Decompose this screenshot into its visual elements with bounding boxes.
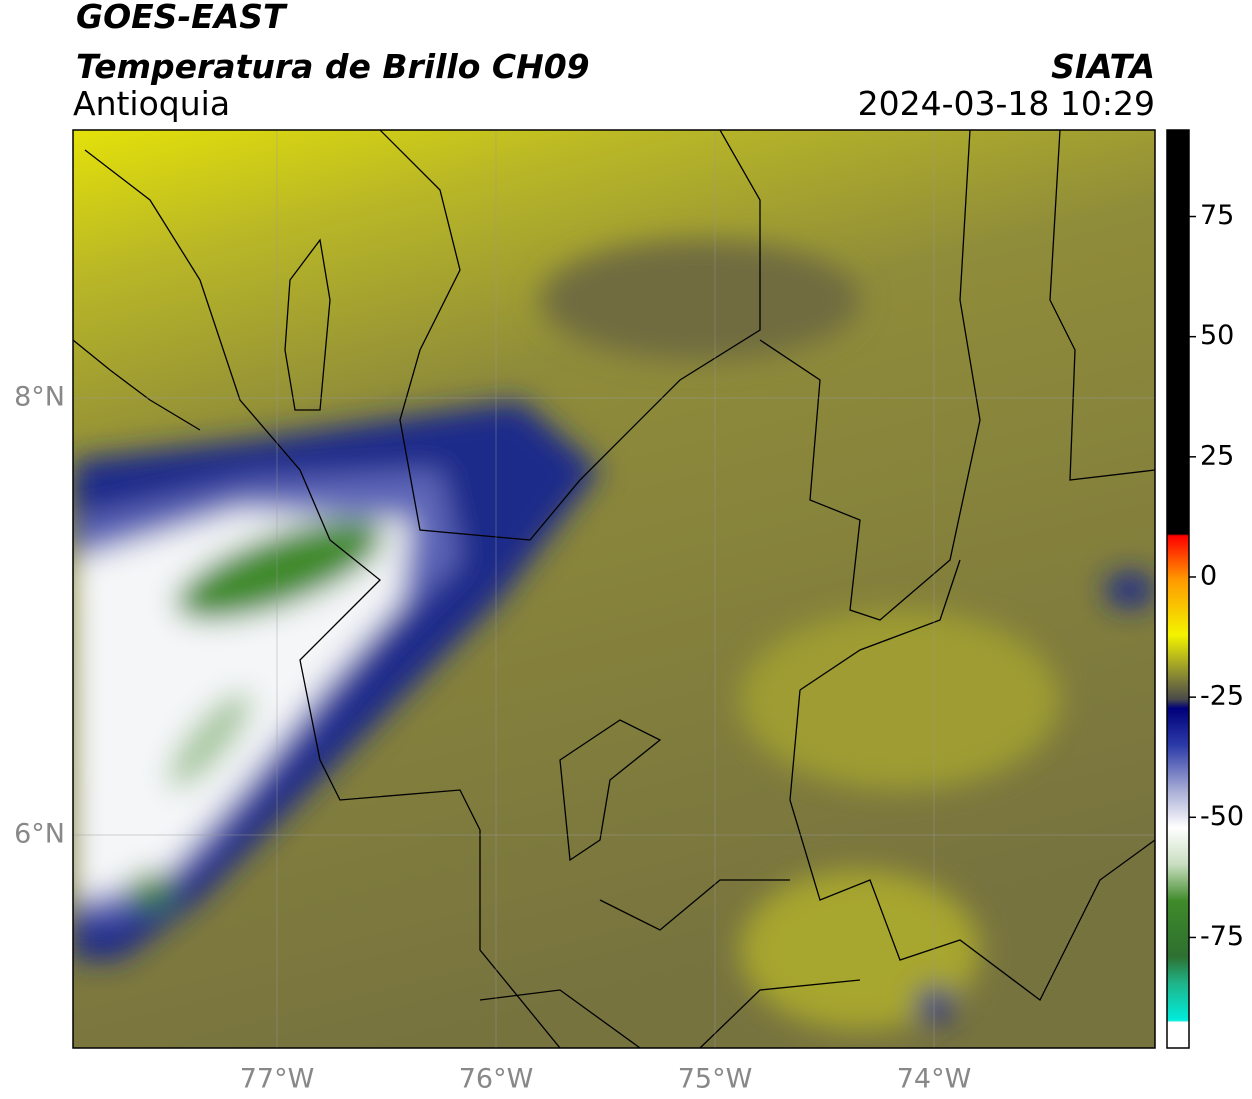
graticule	[73, 130, 1155, 1048]
lon-label: 74°W	[897, 1064, 972, 1095]
satellite-image	[73, 130, 1155, 1048]
title: GOES-EAST	[76, 0, 288, 36]
colorbar	[1166, 129, 1190, 1049]
lat-label: 6°N	[14, 819, 65, 850]
map-frame	[72, 129, 1156, 1049]
colorbar-tick-label: -75	[1200, 921, 1244, 952]
lon-label: 77°W	[240, 1064, 315, 1095]
colorbar-tick-label: 0	[1200, 560, 1217, 591]
lat-label: 8°N	[14, 382, 65, 413]
colorbar-tick-label: 50	[1200, 320, 1234, 351]
region: Antioquia	[73, 84, 230, 123]
colorbar-tick-label: 25	[1200, 440, 1234, 471]
colorbar-tick-label: -50	[1200, 801, 1244, 832]
colorbar-tick-label: -25	[1200, 681, 1244, 712]
lon-label: 75°W	[678, 1064, 753, 1095]
lon-label: 76°W	[459, 1064, 534, 1095]
colorbar-tick-label: 75	[1200, 200, 1234, 231]
timestamp: 2024-03-18 10:29	[858, 84, 1155, 123]
source: SIATA	[1051, 47, 1155, 86]
subtitle: Temperatura de Brillo CH09	[76, 47, 590, 86]
